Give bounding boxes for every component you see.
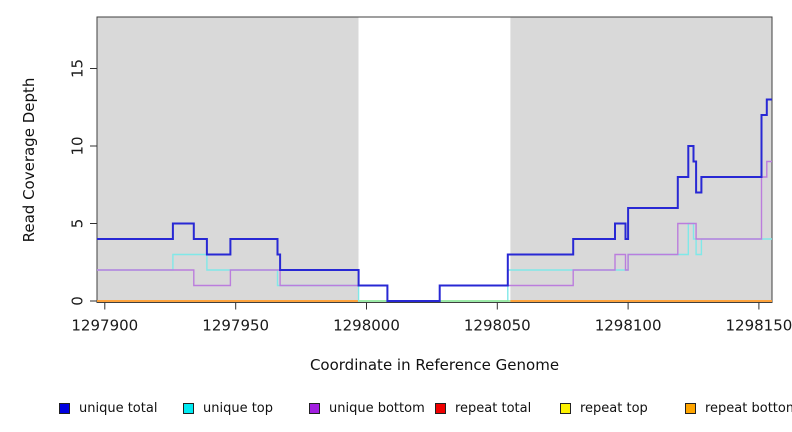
legend-label: repeat bottom <box>705 400 792 416</box>
y-tick-label: 10 <box>68 136 86 155</box>
legend-label: unique top <box>203 400 274 416</box>
series-unique-top <box>97 222 772 302</box>
legend-swatch-icon <box>183 402 194 414</box>
y-tick-label: 15 <box>68 59 86 78</box>
y-tick-label: 5 <box>68 219 86 229</box>
y-axis-title: Read Coverage Depth <box>20 77 38 243</box>
repeat-region-left <box>97 17 359 303</box>
legend-swatch-icon <box>435 402 446 414</box>
legend-item-repeat-total: repeat total <box>435 396 531 420</box>
coverage-chart: 1297900 1297950 1298000 1298050 1298100 12981… <box>68 16 792 335</box>
legend-label: repeat total <box>455 400 532 416</box>
legend-item-unique-bottom: unique bottom <box>309 396 425 420</box>
legend-swatch-icon <box>560 402 571 414</box>
series-unique-bottom <box>97 160 772 302</box>
x-tick-label: 1298100 <box>595 317 662 335</box>
x-tick-label: 1297900 <box>71 317 138 335</box>
legend-swatch-icon <box>309 402 320 414</box>
legend-label: repeat top <box>580 400 648 416</box>
legend-item-repeat-top: repeat top <box>560 396 648 420</box>
repeat-region-right <box>510 17 772 303</box>
y-tick-label: 0 <box>68 296 86 306</box>
x-axis-title: Coordinate in Reference Genome <box>309 356 560 374</box>
legend-item-unique-total: unique total <box>59 396 157 420</box>
x-tick-label: 1298050 <box>464 317 531 335</box>
x-tick-label: 1297950 <box>202 317 269 335</box>
x-tick-label: 1298000 <box>333 317 400 335</box>
legend-item-unique-top: unique top <box>183 396 273 420</box>
legend-swatch-icon <box>685 402 696 414</box>
legend-label: unique total <box>79 400 158 416</box>
legend-swatch-icon <box>59 402 70 414</box>
legend-label: unique bottom <box>329 400 425 416</box>
x-tick-label: 1298150 <box>725 317 792 335</box>
non-repeat-gap <box>358 17 511 303</box>
chart-legend: unique total unique top unique bottom repea… <box>0 396 792 422</box>
plot-border <box>96 16 773 303</box>
legend-item-repeat-bottom: repeat bottom <box>685 396 792 420</box>
series-unique-total <box>97 98 772 302</box>
